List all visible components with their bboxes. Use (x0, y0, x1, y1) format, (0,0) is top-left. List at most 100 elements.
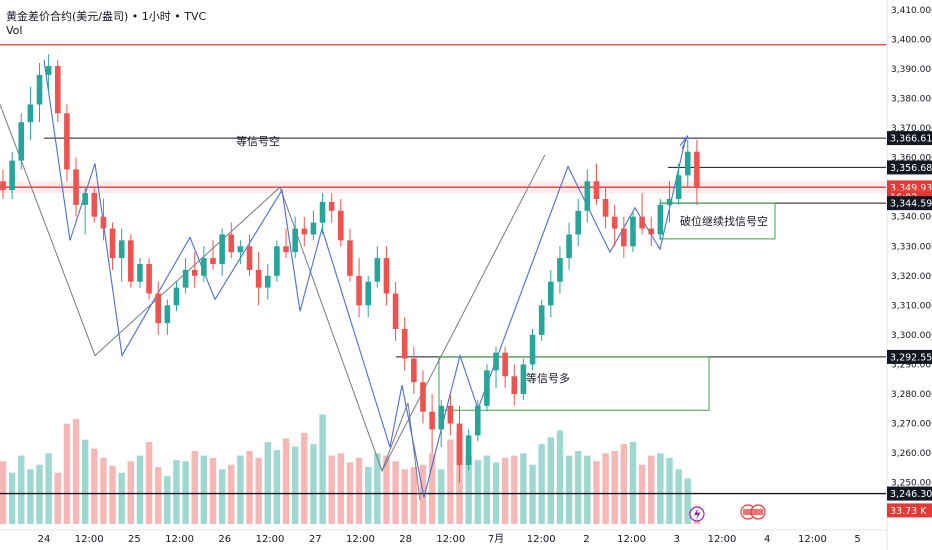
candle-body[interactable] (173, 287, 180, 306)
candle-body[interactable] (328, 201, 335, 211)
candle-body[interactable] (338, 210, 344, 241)
candle-body[interactable] (64, 113, 70, 170)
price-badge[interactable] (887, 131, 932, 146)
candle-body[interactable] (429, 411, 435, 430)
candle-body[interactable] (146, 264, 152, 294)
candle-body[interactable] (182, 269, 189, 288)
volume-indicator-label[interactable]: Vol (6, 24, 23, 37)
candle-body[interactable] (237, 246, 244, 253)
candle-body[interactable] (630, 216, 636, 247)
candle-body[interactable] (246, 246, 253, 270)
blue-zigzag-line[interactable] (43, 60, 687, 498)
candle-body[interactable] (283, 246, 289, 253)
candle-body[interactable] (356, 275, 362, 306)
candle-body[interactable] (621, 228, 627, 247)
gray-trend-line[interactable] (0, 104, 546, 473)
candle-body[interactable] (548, 281, 554, 306)
price-badge[interactable] (887, 503, 932, 518)
price-badge[interactable] (887, 160, 932, 175)
volume-bar (209, 457, 217, 524)
candle-body[interactable] (36, 74, 43, 105)
candle-body[interactable] (128, 240, 134, 282)
price-badge[interactable] (887, 196, 932, 211)
candle-body[interactable] (465, 435, 472, 465)
candle-body[interactable] (529, 334, 536, 365)
candle-body[interactable] (109, 228, 116, 259)
candle-body[interactable] (566, 234, 572, 259)
candle-body[interactable] (255, 269, 262, 288)
candle-body[interactable] (118, 240, 125, 259)
candle-body[interactable] (611, 216, 618, 229)
symbol-name[interactable]: 黄金差价合约(美元/盎司) (6, 10, 129, 23)
candle-body[interactable] (9, 160, 15, 191)
price-badge[interactable] (887, 349, 932, 364)
candle-body[interactable] (82, 193, 88, 205)
candle-body[interactable] (347, 240, 353, 276)
candle-body[interactable] (493, 352, 499, 371)
candle-body[interactable] (27, 104, 34, 123)
candle-body[interactable] (602, 199, 609, 217)
time-tick-label: 27 (309, 534, 322, 545)
candle-body[interactable] (593, 181, 600, 199)
candle-body[interactable] (447, 405, 454, 424)
candle-body[interactable] (538, 305, 545, 335)
long-signal-zone-box[interactable] (438, 356, 710, 411)
candle-body[interactable] (511, 376, 518, 394)
candle-body[interactable] (639, 216, 645, 229)
candle-body[interactable] (401, 329, 408, 359)
volume-bar (18, 455, 25, 524)
candle-body[interactable] (292, 228, 298, 253)
candle-body[interactable] (575, 210, 581, 235)
candle-body[interactable] (684, 151, 691, 176)
volume-bar (547, 437, 554, 524)
candle-body[interactable] (264, 275, 271, 288)
candle-body[interactable] (520, 364, 527, 394)
candle-body[interactable] (474, 405, 481, 436)
candle-body[interactable] (657, 204, 664, 235)
candle-body[interactable] (411, 358, 417, 383)
candle-body[interactable] (648, 228, 655, 235)
candle-body[interactable] (301, 228, 308, 235)
candle-body[interactable] (675, 175, 682, 199)
candle-body[interactable] (319, 201, 326, 223)
header-separator: • (131, 10, 139, 23)
candle-body[interactable] (374, 258, 381, 282)
candle-body[interactable] (694, 151, 700, 188)
candle-body[interactable] (210, 258, 216, 264)
candle-body[interactable] (137, 264, 143, 282)
candle-body[interactable] (557, 258, 563, 282)
candle-body[interactable] (392, 293, 399, 329)
candle-body[interactable] (484, 370, 490, 406)
candle-body[interactable] (164, 305, 171, 324)
candle-body[interactable] (45, 66, 52, 75)
candle-body[interactable] (365, 281, 371, 306)
candle-body[interactable] (0, 181, 6, 191)
candle-body[interactable] (54, 66, 61, 114)
volume-bar (383, 455, 390, 524)
candle-body[interactable] (420, 382, 426, 412)
candle-body[interactable] (155, 293, 162, 324)
current-price-band (0, 181, 886, 194)
candle-body[interactable] (100, 216, 107, 229)
time-tick-label: 2 (583, 534, 589, 545)
candle-body[interactable] (584, 181, 591, 211)
candle-body[interactable] (219, 234, 225, 264)
candle-body[interactable] (228, 234, 235, 253)
candle-body[interactable] (201, 258, 207, 276)
candle-body[interactable] (191, 269, 198, 276)
gray-trend-line[interactable] (381, 402, 421, 501)
candle-body[interactable] (310, 222, 317, 235)
interval-label[interactable]: 1小时 (141, 10, 171, 23)
candle-body[interactable] (456, 423, 463, 465)
candle-body[interactable] (91, 193, 98, 217)
lightning-glyph-icon (694, 508, 701, 520)
candle-body[interactable] (18, 122, 25, 161)
candle-body[interactable] (666, 199, 673, 205)
candle-body[interactable] (274, 246, 280, 276)
price-badge[interactable] (887, 486, 932, 501)
candle-body[interactable] (502, 352, 508, 377)
candle-body[interactable] (73, 169, 79, 205)
candle-body[interactable] (438, 405, 445, 430)
candle-body[interactable] (383, 258, 390, 294)
